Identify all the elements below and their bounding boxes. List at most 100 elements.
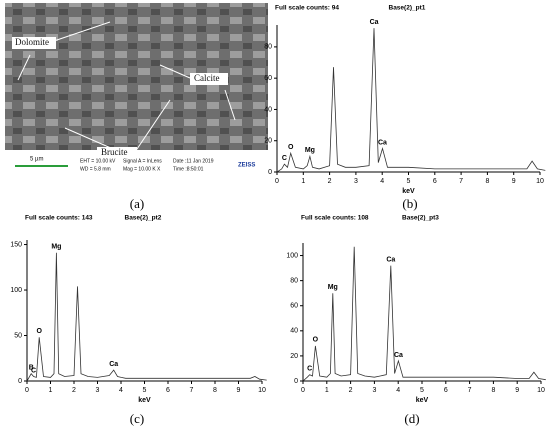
- label-box: [97, 147, 137, 159]
- arrow: [134, 99, 171, 153]
- sem-label: Dolomite: [15, 37, 49, 47]
- spectrum: [276, 28, 546, 173]
- x-tick-label: 7: [459, 178, 463, 185]
- x-tick-label: 6: [444, 387, 448, 394]
- x-tick-label: 10: [537, 387, 545, 394]
- sem-footer: [5, 162, 268, 179]
- scale-text: 5 µm: [30, 157, 43, 163]
- x-tick-label: 10: [536, 178, 544, 185]
- x-tick-label: 5: [407, 178, 411, 185]
- peak-label: Ca: [378, 139, 387, 146]
- y-tick-label: 100: [286, 252, 298, 259]
- label-box: [12, 37, 56, 49]
- x-tick-label: 1: [325, 387, 329, 394]
- x-tick-label: 1: [301, 178, 305, 185]
- label-box: [190, 73, 228, 85]
- x-tick-label: 10: [258, 387, 266, 394]
- x-tick-label: 8: [485, 178, 489, 185]
- x-axis-label: keV: [416, 397, 429, 404]
- y-tick-label: 40: [264, 106, 272, 113]
- arrow: [159, 64, 191, 79]
- info: Signal A = InLens: [123, 158, 162, 164]
- panel-label: (b): [402, 196, 417, 211]
- y-tick-label: 50: [14, 332, 22, 339]
- info: WD = 5.8 mm: [80, 166, 111, 172]
- spectrum: [302, 246, 546, 382]
- x-tick-label: 9: [237, 387, 241, 394]
- peak-label: Ca: [394, 352, 403, 359]
- x-tick-label: 0: [275, 178, 279, 185]
- x-tick-label: 9: [515, 387, 519, 394]
- info: Time :8:50:01: [173, 166, 204, 172]
- x-tick-label: 9: [512, 178, 516, 185]
- info: EHT = 10.00 kV: [80, 158, 116, 164]
- title: Base(2)_pt2: [125, 215, 162, 222]
- peak-label: C: [282, 155, 287, 162]
- peak-label: B: [29, 365, 34, 372]
- x-tick-label: 2: [349, 387, 353, 394]
- panel-label: (d): [404, 411, 419, 426]
- peak-label: Ca: [370, 19, 379, 26]
- peak-label: C: [307, 366, 312, 373]
- title: Base(2)_pt1: [389, 5, 426, 12]
- logo: ZEISS: [238, 163, 255, 169]
- peak-label: O: [313, 337, 319, 344]
- x-tick-label: 3: [372, 387, 376, 394]
- x-tick-label: 7: [190, 387, 194, 394]
- y-tick-label: 0: [268, 169, 272, 176]
- info: Mag = 10.00 K X: [123, 166, 161, 172]
- subtitle: Full scale counts: 143: [25, 215, 93, 222]
- x-tick-label: 1: [49, 387, 53, 394]
- x-tick-label: 4: [380, 178, 384, 185]
- sem-label: Brucite: [101, 147, 128, 157]
- y-tick-label: 0: [294, 378, 298, 385]
- x-tick-label: 5: [420, 387, 424, 394]
- peak-label: O: [36, 328, 42, 335]
- peak-label: O: [288, 144, 294, 151]
- y-tick-label: 80: [290, 277, 298, 284]
- subtitle: Full scale counts: 94: [275, 5, 339, 12]
- x-tick-label: 6: [166, 387, 170, 394]
- x-tick-label: 8: [491, 387, 495, 394]
- x-tick-label: 4: [396, 387, 400, 394]
- peak-label: C: [31, 367, 36, 374]
- arrow: [17, 54, 31, 81]
- x-tick-label: 2: [328, 178, 332, 185]
- sem-texture: [5, 3, 268, 150]
- y-tick-label: 150: [10, 241, 22, 248]
- y-tick-label: 20: [264, 138, 272, 145]
- arrow: [47, 21, 111, 44]
- panel-label: (a): [130, 196, 144, 211]
- y-tick-label: 60: [290, 303, 298, 310]
- peak-label: Mg: [305, 147, 315, 154]
- panel-label: (c): [130, 411, 144, 426]
- sem-panel: Dolomite Calcite Brucite 5 µm EHT = 10.0…: [5, 3, 268, 179]
- peak-label: Ca: [386, 256, 395, 263]
- y-tick-label: 20: [290, 353, 298, 360]
- subtitle: Full scale counts: 108: [301, 215, 369, 222]
- x-tick-label: 7: [468, 387, 472, 394]
- y-tick-label: 100: [10, 287, 22, 294]
- info: Date :11 Jan 2019: [173, 158, 214, 164]
- title: Base(2)_pt3: [402, 215, 439, 222]
- x-axis-label: keV: [138, 397, 151, 404]
- y-tick-label: 0: [18, 378, 22, 385]
- spectrum: [26, 252, 267, 382]
- y-tick-label: 40: [290, 328, 298, 335]
- arrow: [224, 89, 236, 121]
- x-tick-label: 4: [119, 387, 123, 394]
- sem-label: Calcite: [194, 73, 220, 83]
- x-tick-label: 8: [213, 387, 217, 394]
- peak-label: Mg: [51, 244, 61, 251]
- x-tick-label: 6: [433, 178, 437, 185]
- x-tick-label: 3: [96, 387, 100, 394]
- peak-label: Mg: [328, 284, 338, 291]
- x-tick-label: 3: [354, 178, 358, 185]
- x-tick-label: 2: [72, 387, 76, 394]
- peak-label: Ca: [109, 361, 118, 368]
- y-tick-label: 60: [264, 75, 272, 82]
- y-tick-label: 80: [264, 44, 272, 51]
- x-tick-label: 0: [301, 387, 305, 394]
